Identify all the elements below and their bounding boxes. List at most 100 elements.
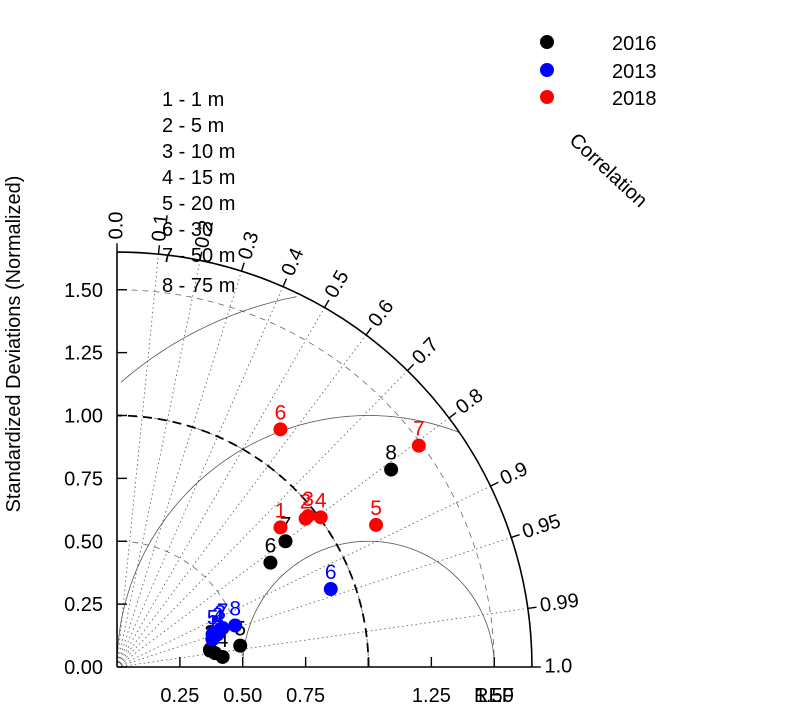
x-tick-label: 0.75 xyxy=(286,685,325,707)
legend-label-2016: 2016 xyxy=(612,33,657,55)
data-point-label-2018: 6 xyxy=(275,401,287,424)
legend-marker-2013 xyxy=(540,63,554,77)
correlation-tick xyxy=(157,245,161,255)
depth-key-item: 2 - 5 m xyxy=(162,115,224,137)
correlation-ray xyxy=(116,307,325,668)
data-point-label-2018: 4 xyxy=(315,489,327,512)
rms-arc xyxy=(116,415,459,668)
axes-layer: 0.000.250.500.751.001.251.500.25 0.50 0.75… xyxy=(64,212,580,707)
depth-key-item: 1 - 1 m xyxy=(162,89,224,111)
depth-key-item: 5 - 20 m xyxy=(162,193,235,215)
depth-key-item: 4 - 15 m xyxy=(162,167,235,189)
x-tick-label: 0.25 xyxy=(160,685,199,707)
correlation-tick-label: 0.6 xyxy=(364,296,398,331)
correlation-tick-label: 0.95 xyxy=(520,510,564,543)
depth-key-item: 8 - 75 m xyxy=(162,275,235,297)
correlation-tick-label: 0.0 xyxy=(105,212,127,240)
data-point-2018 xyxy=(411,438,426,453)
data-point-label-2018: 2 xyxy=(300,491,312,514)
correlation-tick-label: 0.1 xyxy=(148,213,173,243)
data-point-label-2016: 6 xyxy=(265,535,277,558)
data-point-2016 xyxy=(263,555,278,570)
data-point-2018 xyxy=(273,520,288,535)
reference-arc xyxy=(116,414,370,668)
correlation-tick xyxy=(448,412,457,419)
data-point-label-2013: 6 xyxy=(325,561,337,584)
correlation-ray xyxy=(116,260,201,668)
data-point-label-2018: 5 xyxy=(370,497,382,520)
depth-key: 1 - 1 m 2 - 5 m 3 - 10 m 4 - 15 m 5 - 20… xyxy=(162,89,235,297)
data-point-label-2013: 1 xyxy=(207,611,219,634)
data-point-2018 xyxy=(273,422,288,437)
y-tick-label: 1.00 xyxy=(64,406,103,428)
correlation-tick xyxy=(365,327,372,336)
correlation-ray xyxy=(116,370,408,668)
correlation-ray xyxy=(116,254,159,668)
correlation-tick-label: 0.8 xyxy=(452,384,487,418)
data-point-label-2018: 3 xyxy=(302,488,314,511)
correlation-tick-label: 0.2 xyxy=(191,219,218,251)
data-point-2018 xyxy=(369,517,384,532)
correlation-ray xyxy=(116,334,367,668)
depth-key-item: 6 - 30 xyxy=(162,219,213,241)
legend-label-2018: 2018 xyxy=(612,88,657,110)
data-point-2013 xyxy=(323,582,338,597)
correlation-tick-label: 1.0 xyxy=(545,655,573,677)
y-tick-label: 0.75 xyxy=(64,468,103,490)
data-point-label-2013: 5 xyxy=(207,606,219,629)
correlation-tick-label: 0.3 xyxy=(234,229,263,262)
legend: 2016 2013 2018 xyxy=(540,33,657,110)
data-point-label-2013: 7 xyxy=(217,600,229,623)
x-tick-label: 1.50 xyxy=(475,685,514,707)
data-point-label-2013: 3 xyxy=(214,601,226,624)
x-tick-label: 0.50 xyxy=(223,685,262,707)
correlation-tick xyxy=(511,534,520,539)
data-point-2013 xyxy=(215,621,230,636)
data-point-2016 xyxy=(278,534,293,549)
correlation-tick xyxy=(406,363,415,372)
rms-arc xyxy=(120,296,297,383)
legend-marker-2018 xyxy=(540,90,554,104)
y-tick-label: 0.00 xyxy=(64,657,103,679)
data-point-2013 xyxy=(205,627,220,642)
legend-label-2013: 2013 xyxy=(612,61,657,83)
correlation-tick-label: 0.9 xyxy=(497,458,532,490)
points-layer: 12345678123457861234567 xyxy=(203,401,426,664)
std-arc xyxy=(116,289,495,668)
data-point-2016 xyxy=(215,649,230,664)
outer-arc xyxy=(116,251,533,668)
correlation-ray xyxy=(116,286,284,668)
y-tick-label: 0.50 xyxy=(64,531,103,553)
correlation-tick xyxy=(240,262,245,272)
correlation-tick xyxy=(490,481,499,487)
data-point-label-2016: 8 xyxy=(385,442,397,465)
legend-marker-2016 xyxy=(540,35,554,49)
correlation-ray xyxy=(116,485,491,668)
correlation-tick-label: 0.4 xyxy=(277,245,308,279)
correlation-tick xyxy=(199,251,203,261)
correlation-tick xyxy=(282,278,288,287)
y-tick-label: 0.25 xyxy=(64,594,103,616)
y-tick-label: 1.25 xyxy=(64,343,103,365)
data-point-2013 xyxy=(228,618,243,633)
depth-key-item: 3 - 10 m xyxy=(162,141,235,163)
data-point-2018 xyxy=(313,510,328,525)
rms-arc xyxy=(242,540,495,668)
data-point-2018 xyxy=(301,509,316,524)
data-point-label-2018: 7 xyxy=(413,418,425,441)
data-point-2016 xyxy=(384,462,399,477)
y-axis-title: Standardized Deviations (Normalized) xyxy=(3,176,25,513)
correlation-ray xyxy=(116,537,512,668)
correlation-tick-label: 0.99 xyxy=(539,590,581,617)
correlation-tick xyxy=(323,299,330,308)
data-point-label-2013: 8 xyxy=(229,598,241,621)
correlation-title: Correlation xyxy=(565,129,652,212)
data-point-2016 xyxy=(233,638,248,653)
correlation-ray xyxy=(116,608,528,668)
correlation-tick xyxy=(527,606,537,610)
correlation-ray xyxy=(116,271,242,668)
data-point-label-2013: 2 xyxy=(212,604,224,627)
correlation-tick-label: 0.7 xyxy=(408,334,443,369)
ref-label: REF xyxy=(474,685,514,707)
